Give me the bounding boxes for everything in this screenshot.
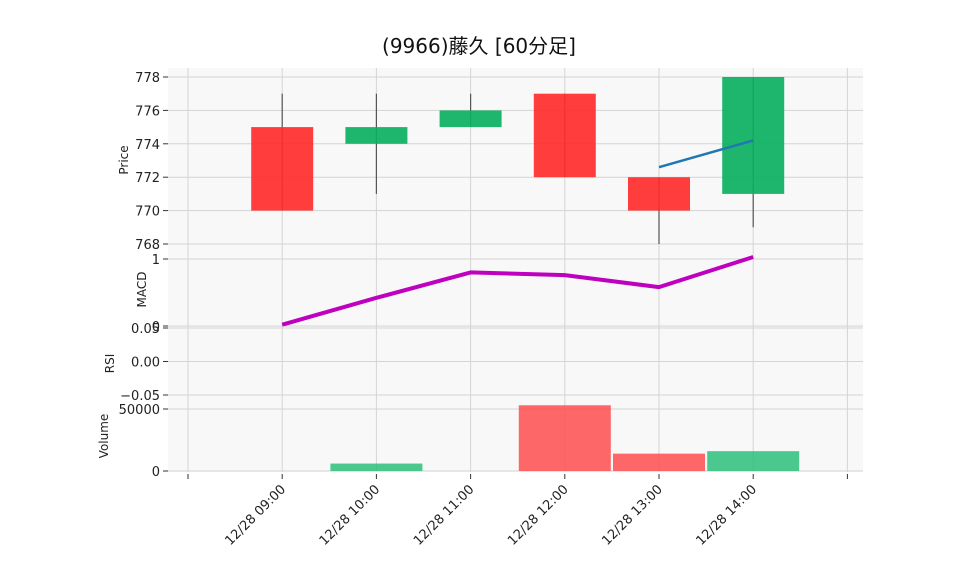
y-axis-label: Volume <box>97 414 111 459</box>
candle-body <box>722 77 785 194</box>
volume-bar <box>518 405 611 471</box>
candle-body <box>533 93 596 178</box>
x-tick-label: 12/28 11:00 <box>411 482 478 549</box>
y-axis-label: Price <box>117 145 131 174</box>
y-tick-label: 50000 <box>119 403 160 418</box>
chart-title: (9966)藤久 [60分足] <box>382 34 576 58</box>
y-tick-label: 0 <box>152 465 160 480</box>
candle-body <box>439 110 502 128</box>
y-tick-label: 1 <box>152 253 160 268</box>
candle-body <box>251 127 314 211</box>
y-tick-label: −0.05 <box>120 389 160 404</box>
volume-bar <box>613 453 705 471</box>
x-tick-label: 12/28 14:00 <box>694 482 761 549</box>
y-tick-label: 776 <box>135 104 160 119</box>
y-tick-label: 774 <box>135 138 160 153</box>
macd-line <box>281 255 754 327</box>
volume-bar <box>330 463 423 471</box>
volume-bar <box>707 451 800 471</box>
y-axis-label: MACD <box>135 272 149 308</box>
y-tick-label: 0.00 <box>131 356 160 371</box>
y-tick-label: 768 <box>135 238 160 253</box>
y-tick-label: 772 <box>135 171 160 186</box>
x-tick-label: 12/28 10:00 <box>317 482 384 549</box>
panel-background <box>168 327 863 400</box>
y-tick-label: 778 <box>135 71 160 86</box>
panel-background <box>168 252 863 327</box>
y-tick-label: 770 <box>135 205 160 220</box>
moving-average-line <box>658 139 754 169</box>
candle-body <box>628 177 690 211</box>
y-axis-label: RSI <box>103 354 117 374</box>
y-tick-label: 0.05 <box>131 322 160 337</box>
candle-body <box>345 127 408 144</box>
x-tick-label: 12/28 09:00 <box>223 482 290 549</box>
x-tick-label: 12/28 12:00 <box>505 482 572 549</box>
x-tick-label: 12/28 13:00 <box>599 482 666 549</box>
y-tick-label: 0 <box>152 320 160 335</box>
